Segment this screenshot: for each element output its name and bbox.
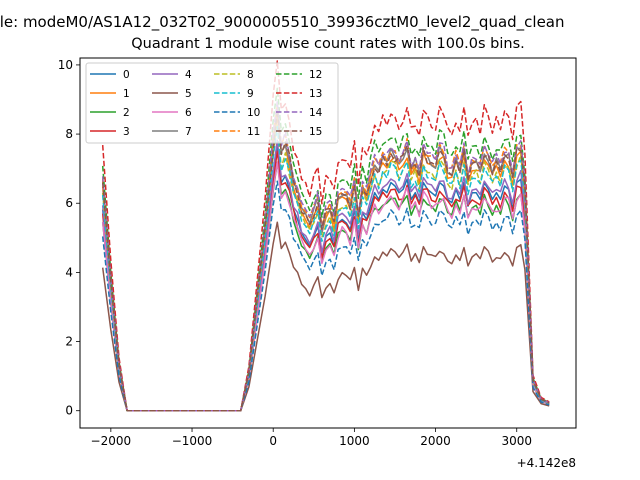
legend-label-2: 2 bbox=[123, 107, 130, 119]
x-tick-label: 3000 bbox=[501, 434, 532, 448]
legend-label-13: 13 bbox=[309, 88, 322, 100]
y-tick-label: 8 bbox=[65, 127, 73, 141]
y-axis: 0 2 4 6 8 10 bbox=[58, 58, 80, 418]
legend-label-12: 12 bbox=[309, 69, 322, 81]
y-tick-label: 2 bbox=[65, 335, 73, 349]
series-layer bbox=[101, 60, 550, 412]
legend-label-7: 7 bbox=[185, 126, 192, 138]
legend-label-15: 15 bbox=[309, 126, 322, 138]
legend-label-5: 5 bbox=[185, 88, 192, 100]
series-12-line bbox=[101, 87, 550, 412]
legend-label-1: 1 bbox=[123, 88, 130, 100]
legend-label-6: 6 bbox=[185, 107, 192, 119]
series-10-line bbox=[101, 180, 550, 412]
series-15-line bbox=[101, 109, 550, 412]
figure-suptitle: n file: modeM0/AS1A12_032T02_9000005510_… bbox=[0, 13, 565, 31]
x-tick-label: 0 bbox=[269, 434, 277, 448]
y-tick-label: 4 bbox=[65, 265, 73, 279]
x-offset-label: +4.142e8 bbox=[517, 456, 576, 470]
legend-label-3: 3 bbox=[123, 126, 130, 138]
y-tick-label: 0 bbox=[65, 404, 73, 418]
x-tick-label: 1000 bbox=[339, 434, 370, 448]
x-tick-label: −2000 bbox=[91, 434, 132, 448]
chart-title: Quadrant 1 module wise count rates with … bbox=[131, 36, 525, 52]
x-tick-label: −1000 bbox=[172, 434, 213, 448]
legend-label-10: 10 bbox=[247, 107, 260, 119]
legend-label-4: 4 bbox=[185, 69, 192, 81]
x-tick-label: 2000 bbox=[420, 434, 451, 448]
legend-label-14: 14 bbox=[309, 107, 323, 119]
legend-label-8: 8 bbox=[247, 69, 254, 81]
legend-label-0: 0 bbox=[123, 69, 130, 81]
legend-box bbox=[85, 62, 339, 144]
y-tick-label: 10 bbox=[58, 58, 73, 72]
plot-frame bbox=[79, 57, 577, 429]
legend-label-11: 11 bbox=[247, 126, 260, 138]
series-14-line bbox=[101, 101, 550, 412]
x-axis: −2000 −1000 0 1000 2000 3000 bbox=[91, 428, 532, 448]
legend-label-9: 9 bbox=[247, 88, 254, 100]
y-tick-label: 6 bbox=[65, 196, 73, 210]
